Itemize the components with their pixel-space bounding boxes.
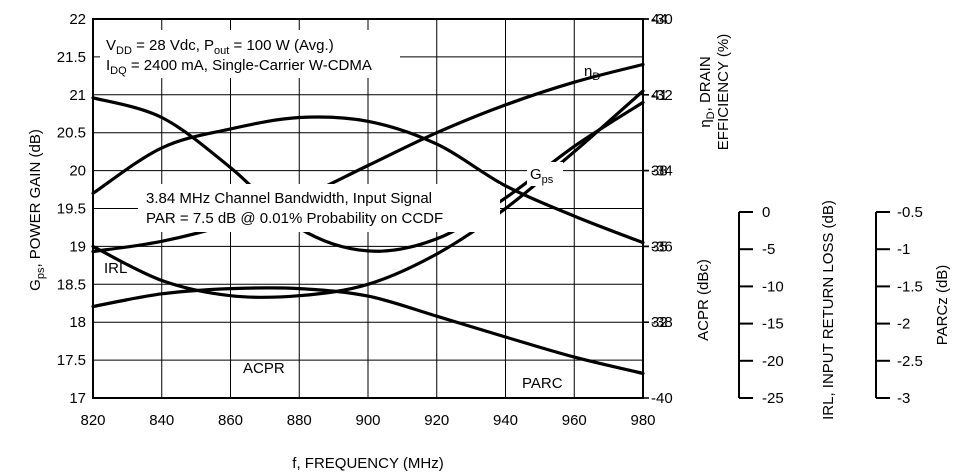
acpr-tick-label: -32 (651, 87, 673, 104)
acpr-tick-label: -38 (651, 314, 673, 331)
signal-box (138, 184, 500, 232)
conditions-line1: VDD = 28 Vdc, Pout = 100 W (Avg.) (106, 37, 334, 57)
label-drain-efficiency: ηD (584, 63, 600, 83)
label-gps-bg (527, 162, 563, 186)
parc-axis-tick-label: -0.5 (897, 204, 923, 221)
left-axis-title: Gps, POWER GAIN (dB) (27, 129, 47, 291)
drain-tick-label: 41 (651, 87, 668, 104)
x-tick-label: 900 (355, 412, 380, 429)
irl-axis-tick-label: 0 (762, 204, 770, 221)
secondary-axis-ticks: 0 -5 -10 -15 -20 -25 -0.5 -1 -1.5 -2 -2.5 -3 (739, 204, 923, 407)
parc-axis-tick-label: -2 (897, 316, 910, 333)
parc-axis-title: PARCz (dB) (934, 265, 951, 346)
plot-frame (92, 18, 644, 399)
drain-tick-label: 32 (651, 314, 668, 331)
label-irl: IRL (104, 260, 127, 277)
acpr-axis-title: ACPR (dBc) (695, 259, 712, 341)
parc-axis-tick-label: -1 (897, 241, 910, 258)
irl-axis-title: IRL, INPUT RETURN LOSS (dB) (820, 200, 837, 420)
irl-axis-tick-label: -10 (762, 278, 784, 295)
tick-labels: 820 840 860 880 900 920 940 960 980 22 21.5 21 20.5 2… (57, 11, 673, 429)
series-line-parc (91, 286, 645, 375)
signal-line2: PAR = 7.5 dB @ 0.01% Probability on CCDF (146, 210, 443, 227)
label-acpr: ACPR (243, 360, 285, 377)
left-tick-label: 18.5 (57, 276, 86, 293)
x-axis-title: f, FREQUENCY (MHz) (292, 455, 443, 472)
x-tick-label: 840 (149, 412, 174, 429)
x-tick-label: 940 (493, 412, 518, 429)
conditions-box (100, 30, 400, 78)
series-lines (91, 62, 645, 375)
left-tick-label: 18 (69, 314, 86, 331)
left-tick-label: 17.5 (57, 352, 86, 369)
left-tick-label: 20 (69, 163, 86, 180)
drain-tick-label: 35 (651, 238, 668, 255)
label-gps: Gps (530, 166, 554, 186)
left-tick-label: 22 (69, 11, 86, 28)
irl-axis-tick-label: -20 (762, 353, 784, 370)
left-tick-label: 19 (69, 238, 86, 255)
x-tick-label: 820 (80, 412, 105, 429)
x-tick-label: 860 (218, 412, 243, 429)
left-tick-label: 17 (69, 390, 86, 407)
acpr-tick-label: -30 (651, 11, 673, 28)
acpr-tick-label: -40 (651, 390, 673, 407)
conditions-line2: IDQ = 2400 mA, Single-Carrier W-CDMA (106, 57, 372, 77)
label-parc: PARC (522, 375, 563, 392)
left-tick-label: 21.5 (57, 49, 86, 66)
irl-axis-tick-label: -25 (762, 390, 784, 407)
irl-axis-tick-label: -5 (762, 241, 775, 258)
drain-tick-label: 44 (651, 11, 668, 28)
secondary-axes (738, 212, 877, 398)
drain-axis-title-line1: ηD, DRAIN (697, 56, 717, 127)
signal-line1: 3.84 MHz Channel Bandwidth, Input Signal (146, 190, 432, 207)
x-tick-label: 960 (562, 412, 587, 429)
acpr-tick-label: -34 (651, 163, 673, 180)
acpr-tick-label: -36 (651, 238, 673, 255)
series-line-ηd (91, 62, 645, 254)
x-tick-label: 880 (287, 412, 312, 429)
series-line-irl (91, 96, 645, 253)
left-tick-label: 21 (69, 87, 86, 104)
left-tick-label: 19.5 (57, 201, 86, 218)
x-tick-label: 920 (424, 412, 449, 429)
parc-axis-tick-label: -1.5 (897, 278, 923, 295)
parc-axis-tick-label: -3 (897, 390, 910, 407)
series-line-gps (91, 115, 645, 245)
parc-axis-tick-label: -2.5 (897, 353, 923, 370)
drain-axis-title-line2: EFFICIENCY (%) (715, 34, 732, 150)
irl-axis-tick-label: -15 (762, 316, 784, 333)
drain-tick-label: 38 (651, 163, 668, 180)
x-tick-label: 980 (630, 412, 655, 429)
left-tick-label: 20.5 (57, 125, 86, 142)
